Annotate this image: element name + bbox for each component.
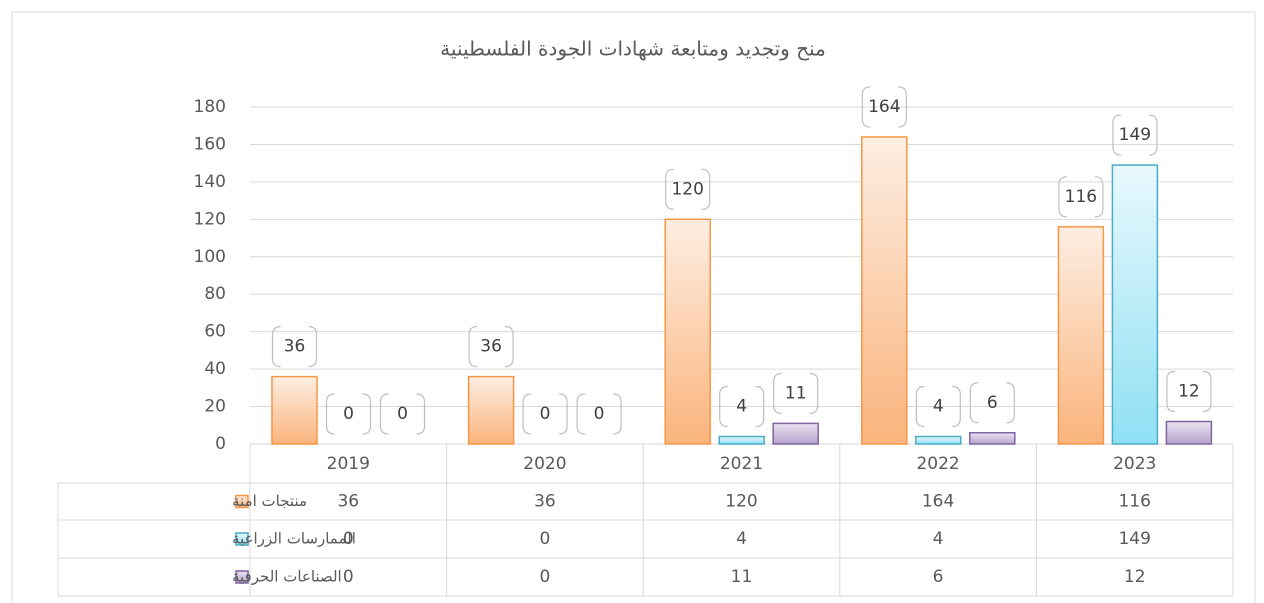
label-callout <box>522 393 568 435</box>
legend-key <box>235 494 249 509</box>
bar <box>915 435 962 445</box>
bar <box>718 435 765 445</box>
label-callout <box>576 393 622 435</box>
legend-key <box>235 570 249 584</box>
label-callout <box>665 168 711 210</box>
data-label: 4 <box>933 397 944 417</box>
bar <box>467 375 515 445</box>
label-callout <box>915 385 961 428</box>
data-label: 0 <box>397 404 408 424</box>
bar <box>271 375 318 445</box>
table-cell: 36 <box>534 492 556 512</box>
data-label: 12 <box>1178 382 1200 402</box>
legend-label: الصناعات الحرفية <box>232 568 342 586</box>
bar <box>1057 226 1105 445</box>
table-cell: 0 <box>343 529 354 549</box>
data-label: 116 <box>1065 187 1097 207</box>
x-tick-label: 2023 <box>1113 454 1156 474</box>
y-tick-label: 20 <box>204 397 226 417</box>
table-cell: 0 <box>539 567 550 587</box>
data-label: 36 <box>284 337 306 357</box>
data-label: 0 <box>594 404 605 424</box>
chart-title: منح وتجديد ومتابعة شهادات الجودة الفلسطي… <box>440 37 826 61</box>
bar <box>1111 164 1159 445</box>
table-cell: 6 <box>933 567 944 587</box>
x-tick-label: 2019 <box>327 454 370 474</box>
label-callout <box>325 393 372 435</box>
bar <box>664 218 711 445</box>
table-cell: 0 <box>343 567 354 587</box>
label-callout <box>719 385 765 428</box>
bar <box>969 432 1016 445</box>
table-cell: 0 <box>539 529 550 549</box>
bar <box>1165 420 1213 445</box>
data-label: 149 <box>1119 125 1151 145</box>
y-tick-label: 140 <box>194 172 226 192</box>
x-tick-label: 2020 <box>523 454 566 474</box>
data-label: 0 <box>540 404 551 424</box>
table-cell: 11 <box>731 567 753 587</box>
y-tick-label: 0 <box>215 434 226 454</box>
bar <box>861 136 908 445</box>
y-tick-label: 120 <box>194 209 226 229</box>
data-label: 11 <box>785 383 807 403</box>
label-callout <box>969 382 1015 424</box>
y-tick-label: 160 <box>194 134 226 154</box>
label-callout <box>1112 114 1158 156</box>
y-tick-label: 100 <box>194 247 226 267</box>
label-callout <box>379 393 426 435</box>
x-tick-label: 2021 <box>720 454 763 474</box>
table-cell: 36 <box>337 492 359 512</box>
legend-label: الممارسات الزراعية <box>232 530 356 548</box>
bar <box>772 422 819 445</box>
label-callout <box>861 86 907 128</box>
table-cell: 120 <box>725 492 757 512</box>
table-cell: 12 <box>1124 567 1146 587</box>
table-cell: 149 <box>1118 529 1150 549</box>
legend-label: منتجات امنة <box>232 492 307 510</box>
data-label: 6 <box>987 393 998 413</box>
y-tick-label: 60 <box>204 322 226 342</box>
table-cell: 164 <box>922 492 954 512</box>
x-tick-label: 2022 <box>916 454 959 474</box>
label-callout <box>1058 176 1104 218</box>
legend-key <box>235 532 249 546</box>
chart-border <box>11 11 1256 603</box>
label-callout <box>1166 370 1212 413</box>
y-tick-label: 40 <box>204 359 226 379</box>
label-callout <box>271 326 318 368</box>
table-cell: 116 <box>1118 492 1150 512</box>
data-label: 4 <box>736 397 747 417</box>
data-label: 36 <box>480 337 502 357</box>
data-label: 0 <box>343 404 354 424</box>
label-callout <box>468 326 514 368</box>
table-cell: 4 <box>736 529 747 549</box>
data-label: 120 <box>671 179 703 199</box>
table-cell: 4 <box>933 529 944 549</box>
data-label: 164 <box>868 97 900 117</box>
label-callout <box>773 372 819 415</box>
y-tick-label: 80 <box>204 284 226 304</box>
y-tick-label: 180 <box>194 97 226 117</box>
